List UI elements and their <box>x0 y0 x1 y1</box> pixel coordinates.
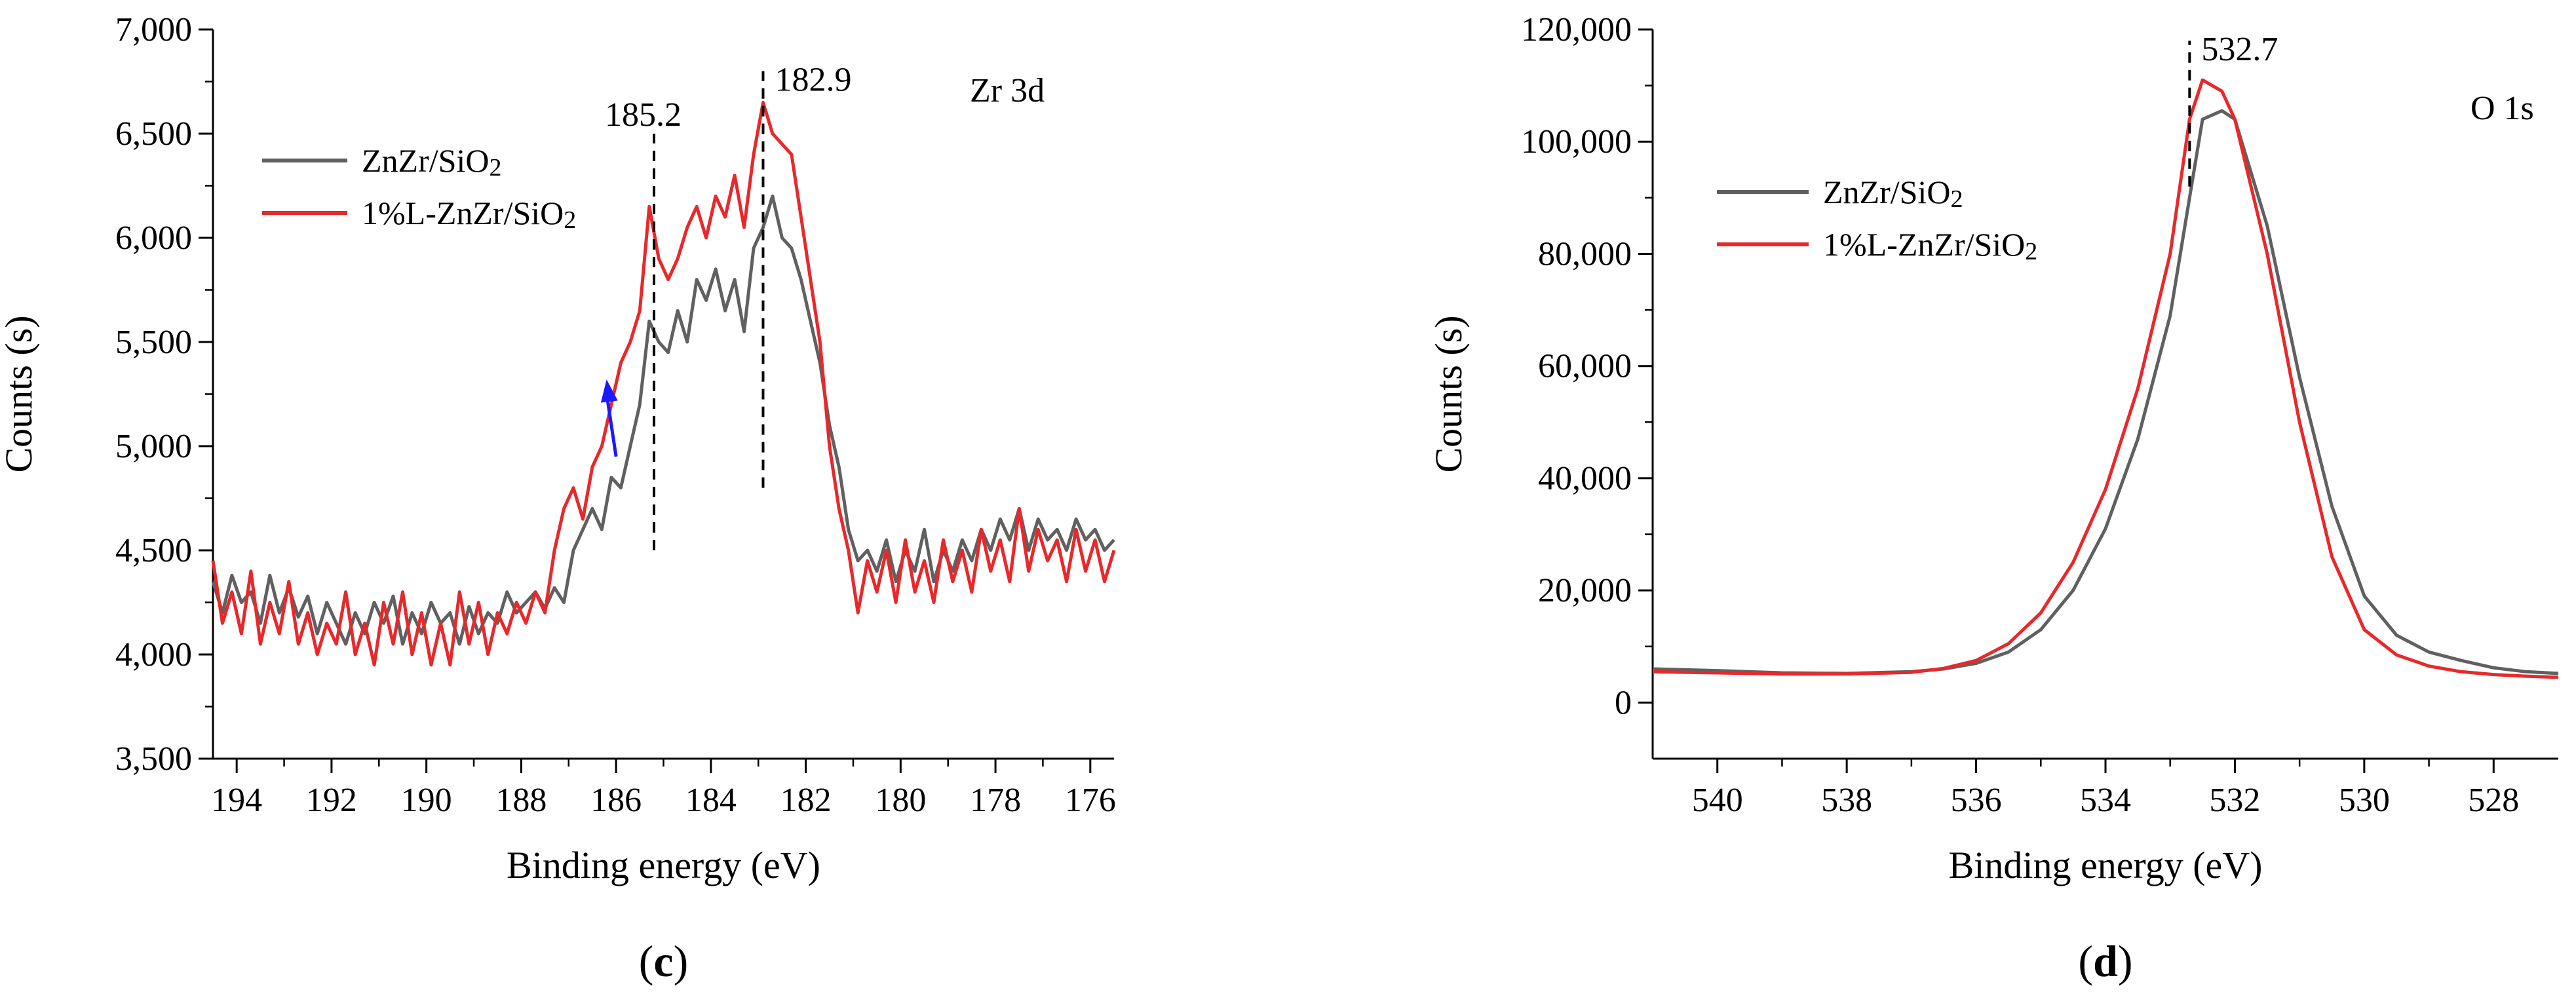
legend-entry-subscript: 2 <box>1950 185 1963 213</box>
x-tick-label: 528 <box>2468 782 2519 819</box>
peak-marker-label: 532.7 <box>2201 31 2278 68</box>
x-tick-label: 530 <box>2339 782 2390 819</box>
x-axis-title: Binding energy (eV) <box>507 844 820 886</box>
x-tick-label: 534 <box>2080 782 2131 819</box>
legend-entry-subscript: 2 <box>2025 238 2037 265</box>
legend-entry-subscript: 2 <box>564 206 576 234</box>
y-tick-label: 80,000 <box>1538 235 1632 273</box>
x-tick-label: 180 <box>875 782 926 819</box>
series-line-1pct-l-znzr-sio2 <box>211 100 1116 667</box>
y-tick-label: 120,000 <box>1521 11 1632 48</box>
y-tick-label: 3,500 <box>115 740 192 778</box>
y-axis-title: Counts (s) <box>1427 315 1470 472</box>
legend-entry-label: 1%L-ZnZr/SiO <box>1823 226 2025 263</box>
y-tick-label: 60,000 <box>1538 348 1632 385</box>
core-level-label: Zr 3d <box>970 72 1045 109</box>
y-tick-label: 6,500 <box>115 115 192 153</box>
panel-letter: (c) <box>639 936 689 986</box>
x-tick-label: 536 <box>1951 782 2002 819</box>
y-tick-label: 7,000 <box>115 11 192 48</box>
x-tick-label: 182 <box>780 782 832 819</box>
shift-arrow-shaft <box>605 393 618 457</box>
y-tick-label: 4,500 <box>115 532 192 569</box>
y-tick-label: 100,000 <box>1521 123 1632 161</box>
y-tick-label: 40,000 <box>1538 460 1632 497</box>
x-tick-label: 178 <box>970 782 1021 819</box>
x-tick-label: 532 <box>2209 782 2260 819</box>
y-axis-title: Counts (s) <box>0 315 40 472</box>
core-level-label: O 1s <box>2470 90 2534 127</box>
x-tick-label: 538 <box>1821 782 1872 819</box>
x-tick-label: 194 <box>211 782 262 819</box>
series-line-1pct-l-znzr-sio2 <box>1652 78 2559 679</box>
y-tick-label: 0 <box>1615 684 1632 721</box>
x-tick-label: 190 <box>401 782 452 819</box>
x-tick-label: 540 <box>1692 782 1743 819</box>
x-tick-label: 186 <box>590 782 642 819</box>
y-tick-label: 6,000 <box>115 219 192 257</box>
legend-entry: 1%L-ZnZr/SiO2 <box>362 195 576 234</box>
y-tick-label: 4,000 <box>115 636 192 673</box>
legend-entry-label: ZnZr/SiO <box>362 142 489 179</box>
legend-entry-label: ZnZr/SiO <box>1823 174 1950 210</box>
legend-entry-label: 1%L-ZnZr/SiO <box>362 195 564 231</box>
y-tick-label: 20,000 <box>1538 572 1632 609</box>
panel-letter: (d) <box>2078 936 2132 986</box>
legend-entry: ZnZr/SiO2 <box>1823 174 1963 213</box>
peak-marker-label: 182.9 <box>775 62 851 99</box>
x-tick-label: 192 <box>306 782 357 819</box>
series-line-znzr-sio2 <box>211 194 1115 646</box>
y-tick-label: 5,500 <box>115 324 192 361</box>
peak-marker-label: 185.2 <box>605 96 682 134</box>
legend-entry: ZnZr/SiO2 <box>362 142 501 181</box>
shift-arrow-head <box>600 379 618 403</box>
chart-panel-c: 194 192 190 188 186 184 182 180 178 176 3,500 4,000… <box>0 11 1116 986</box>
x-tick-label: 184 <box>685 782 737 819</box>
x-tick-label: 188 <box>495 782 547 819</box>
legend-entry-subscript: 2 <box>489 154 501 181</box>
chart-panel-d: 540 538 536 534 532 530 528 0 20,000 40,000 60,000… <box>1427 11 2559 986</box>
legend-entry: 1%L-ZnZr/SiO2 <box>1823 226 2037 265</box>
x-tick-label: 176 <box>1065 782 1116 819</box>
x-axis-title: Binding energy (eV) <box>1949 844 2263 886</box>
series-line-znzr-sio2 <box>1652 109 2559 675</box>
y-tick-label: 5,000 <box>115 428 192 465</box>
